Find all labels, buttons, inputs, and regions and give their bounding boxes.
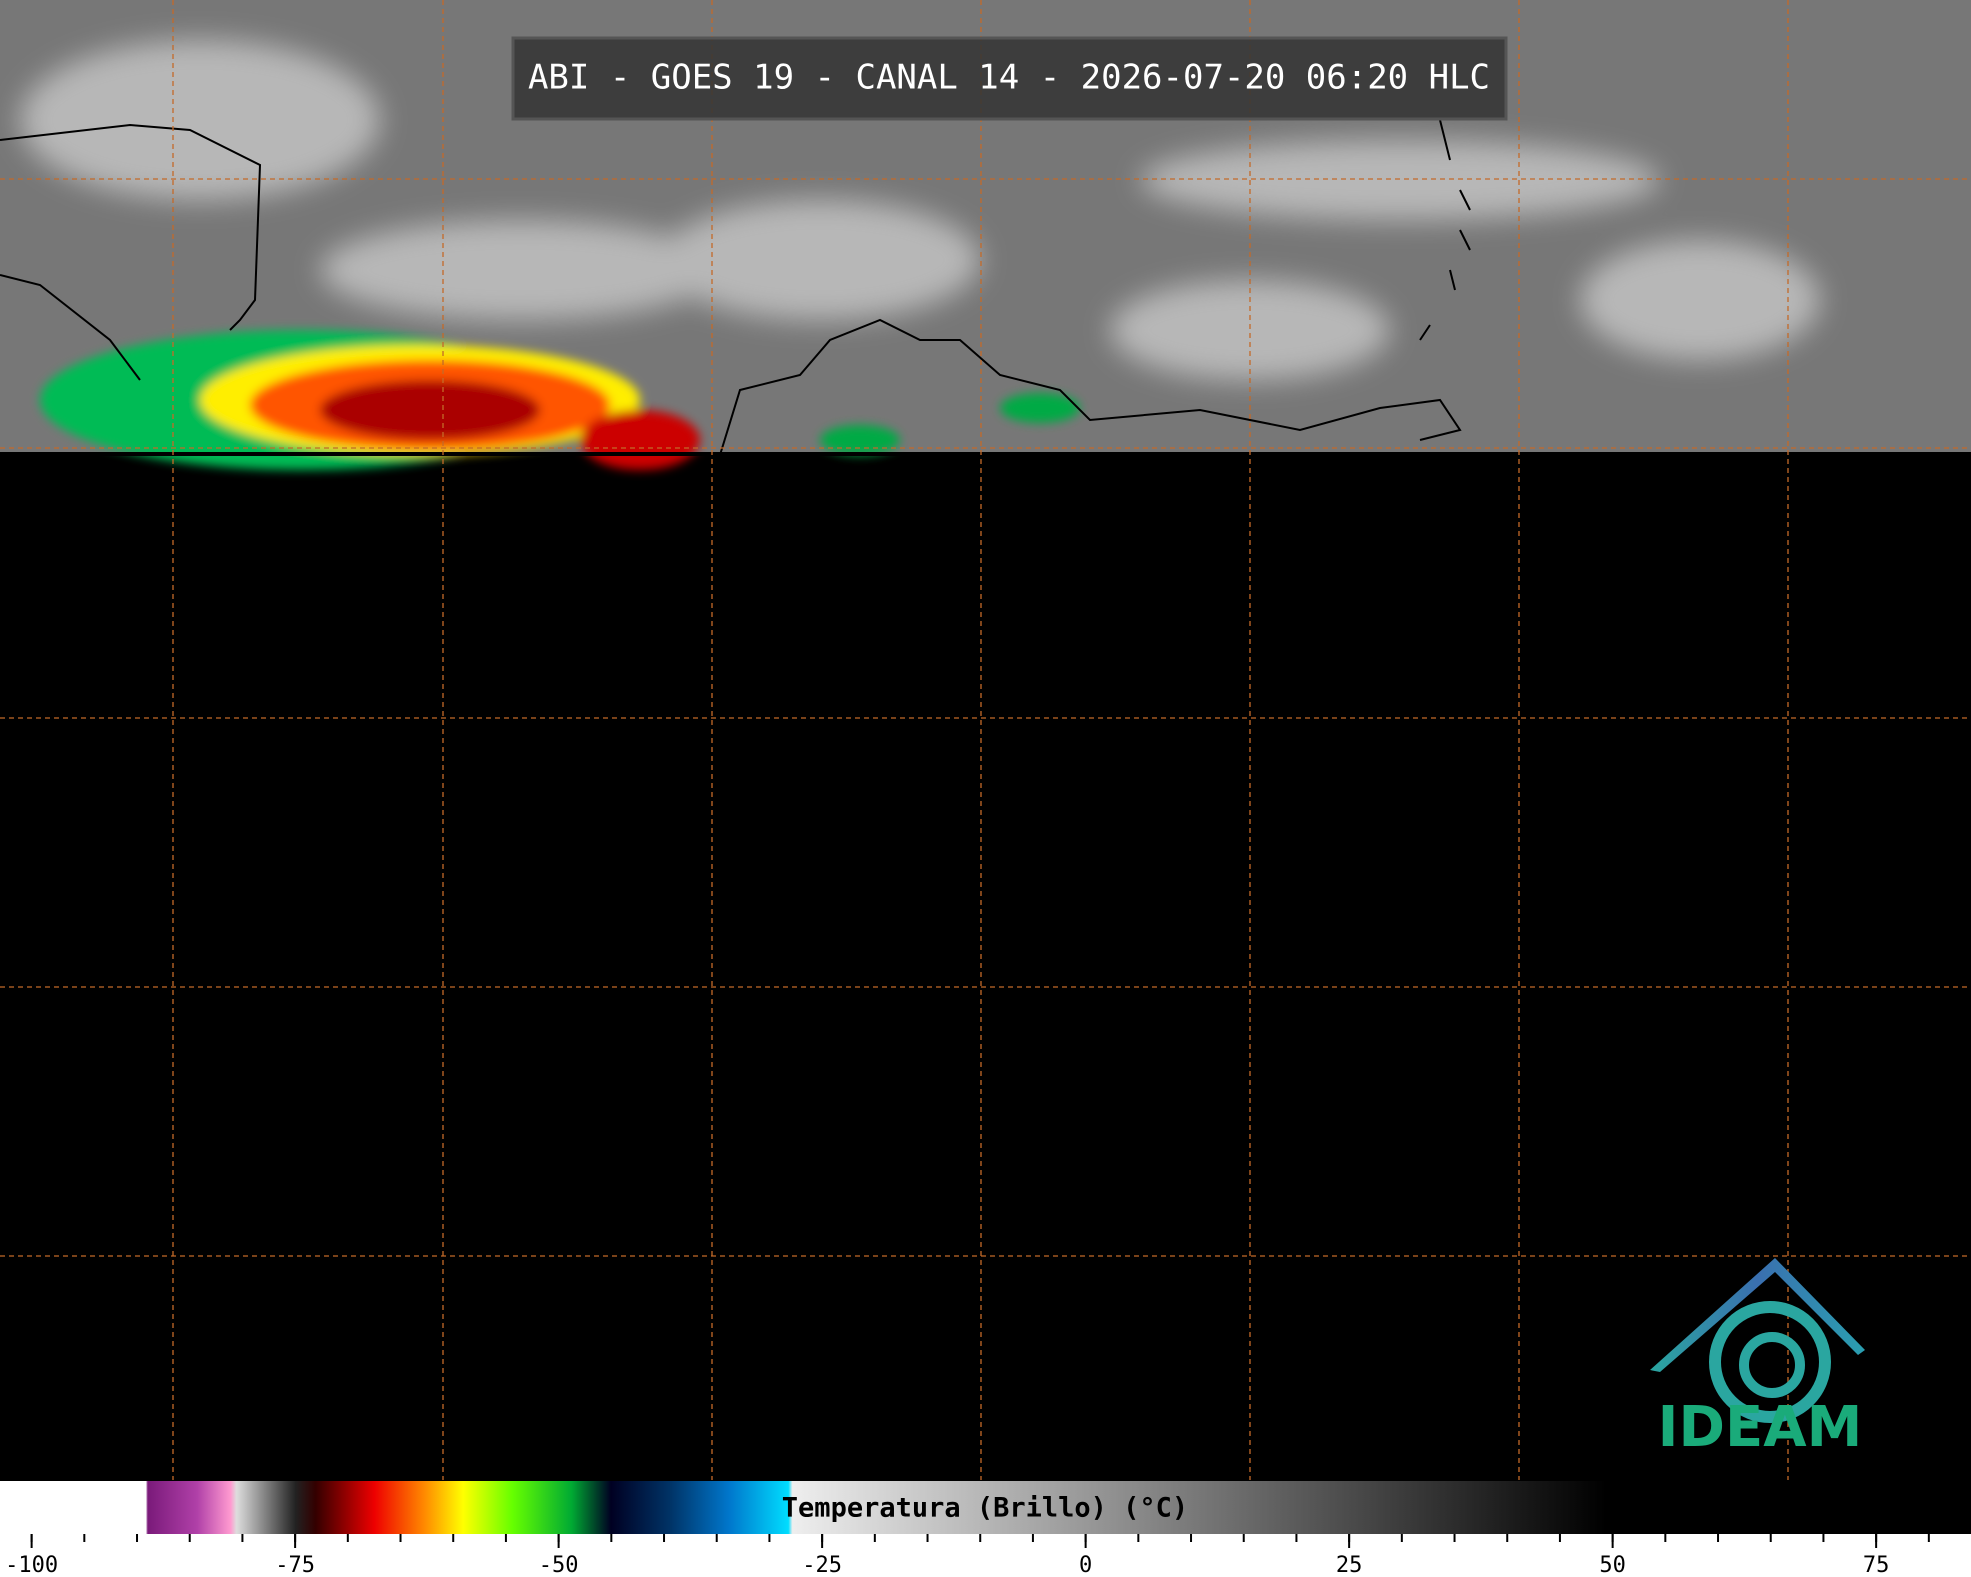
- axis-band: [0, 1534, 1971, 1577]
- title-box: [511, 36, 1508, 121]
- tick-label: -100: [5, 1553, 58, 1577]
- title: ABI - GOES 19 - CANAL 14 - 2026-07-20 06…: [528, 58, 1490, 98]
- tick-label: 25: [1336, 1553, 1363, 1577]
- tick-label: -25: [802, 1553, 842, 1577]
- tick-label: 50: [1599, 1553, 1626, 1577]
- tick-label: 75: [1863, 1553, 1890, 1577]
- logo: IDEAM: [1650, 1258, 1865, 1460]
- tick-label: -50: [539, 1553, 579, 1577]
- colorbar-axis: -100 -75 -50 -25 0 25 50 75: [0, 1534, 1971, 1577]
- tick-label: 0: [1079, 1553, 1092, 1577]
- colorbar-label: Temperatura (Brillo) (°C): [782, 1493, 1188, 1524]
- logo-text: IDEAM: [1658, 1395, 1863, 1460]
- tick-label: -75: [275, 1553, 315, 1577]
- colorbar: [0, 1481, 1971, 1534]
- satellite-image: [0, 0, 1971, 470]
- graticule: [0, 0, 1971, 1480]
